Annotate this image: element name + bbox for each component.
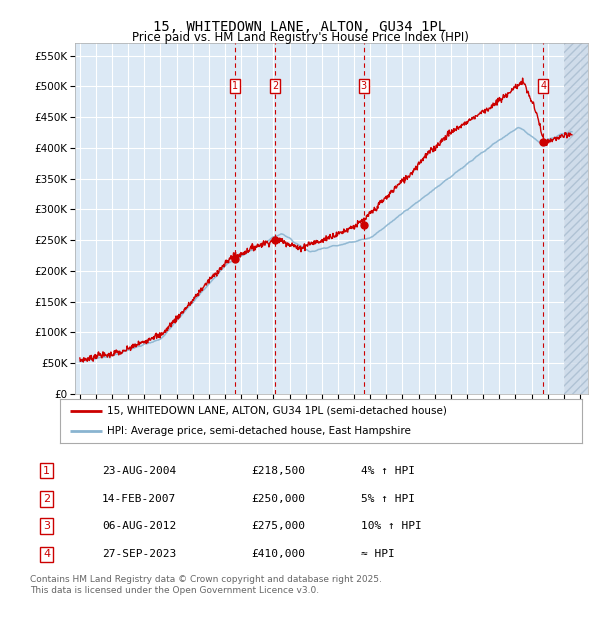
Text: 15, WHITEDOWN LANE, ALTON, GU34 1PL: 15, WHITEDOWN LANE, ALTON, GU34 1PL [154,20,446,34]
Text: 2: 2 [43,494,50,504]
Text: 4: 4 [43,549,50,559]
Text: £218,500: £218,500 [251,466,305,476]
Text: £250,000: £250,000 [251,494,305,504]
Text: HPI: Average price, semi-detached house, East Hampshire: HPI: Average price, semi-detached house,… [107,426,411,436]
Text: 23-AUG-2004: 23-AUG-2004 [102,466,176,476]
Text: 10% ↑ HPI: 10% ↑ HPI [361,521,422,531]
Text: 06-AUG-2012: 06-AUG-2012 [102,521,176,531]
Text: 4: 4 [541,81,547,91]
Text: 5% ↑ HPI: 5% ↑ HPI [361,494,415,504]
Text: 1: 1 [232,81,238,91]
Text: 15, WHITEDOWN LANE, ALTON, GU34 1PL (semi-detached house): 15, WHITEDOWN LANE, ALTON, GU34 1PL (sem… [107,405,447,416]
Text: Price paid vs. HM Land Registry's House Price Index (HPI): Price paid vs. HM Land Registry's House … [131,31,469,44]
Text: 3: 3 [43,521,50,531]
Text: £410,000: £410,000 [251,549,305,559]
Text: 1: 1 [43,466,50,476]
Text: 2: 2 [272,81,278,91]
Text: £275,000: £275,000 [251,521,305,531]
Text: 3: 3 [361,81,367,91]
Bar [564,43,588,394]
Text: 27-SEP-2023: 27-SEP-2023 [102,549,176,559]
Text: ≈ HPI: ≈ HPI [361,549,395,559]
Text: Contains HM Land Registry data © Crown copyright and database right 2025.
This d: Contains HM Land Registry data © Crown c… [30,575,382,595]
Text: 4% ↑ HPI: 4% ↑ HPI [361,466,415,476]
Text: 14-FEB-2007: 14-FEB-2007 [102,494,176,504]
